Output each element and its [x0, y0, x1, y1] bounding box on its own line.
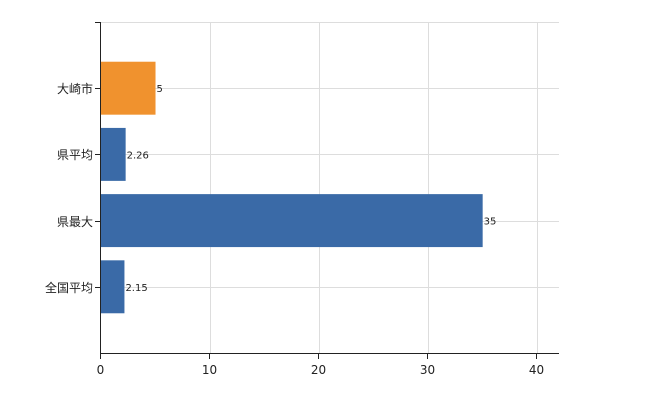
bars [101, 61, 483, 314]
axes [95, 22, 559, 359]
gridlines [101, 22, 559, 353]
bar [101, 260, 125, 314]
data-label: 5 [157, 84, 163, 95]
category-label: 県最大 [57, 215, 93, 229]
bar [101, 61, 156, 115]
data-label: 35 [484, 217, 497, 228]
data-label: 2.26 [127, 150, 149, 161]
data-label: 2.15 [125, 283, 147, 294]
category-label: 大崎市 [57, 81, 93, 96]
x-tick-label: 0 [97, 363, 105, 377]
category-label: 全国平均 [45, 280, 93, 295]
x-tick-label: 30 [420, 363, 435, 377]
x-tick-label: 10 [202, 363, 217, 377]
bar [101, 127, 126, 181]
x-tick-label: 40 [529, 363, 544, 377]
category-label: 県平均 [57, 148, 93, 162]
x-tick-label: 20 [311, 363, 326, 377]
bar [101, 194, 483, 248]
